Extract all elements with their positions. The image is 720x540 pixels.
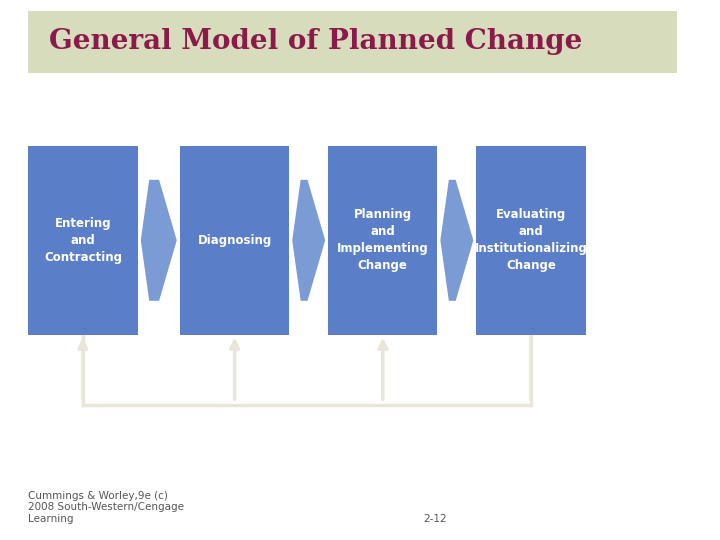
FancyBboxPatch shape <box>28 11 678 73</box>
Polygon shape <box>141 180 176 301</box>
Text: Cummings & Worley,9e (c)
2008 South-Western/Cengage
Learning: Cummings & Worley,9e (c) 2008 South-West… <box>28 491 184 524</box>
Text: Planning
and
Implementing
Change: Planning and Implementing Change <box>337 208 428 272</box>
Text: General Model of Planned Change: General Model of Planned Change <box>50 28 582 56</box>
Text: Diagnosing: Diagnosing <box>197 234 271 247</box>
Text: Entering
and
Contracting: Entering and Contracting <box>44 217 122 264</box>
Polygon shape <box>441 180 473 301</box>
FancyBboxPatch shape <box>328 146 438 335</box>
FancyBboxPatch shape <box>28 146 138 335</box>
FancyBboxPatch shape <box>476 146 585 335</box>
FancyBboxPatch shape <box>180 146 289 335</box>
Text: Evaluating
and
Institutionalizing
Change: Evaluating and Institutionalizing Change <box>474 208 588 272</box>
Text: 2-12: 2-12 <box>423 514 447 524</box>
Polygon shape <box>292 180 325 301</box>
